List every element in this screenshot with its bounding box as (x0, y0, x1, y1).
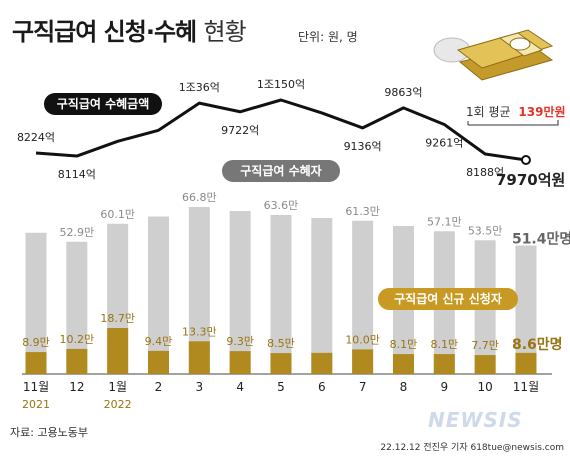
x-tick-label: 5 (277, 380, 285, 394)
new-applicants-bar (474, 355, 496, 374)
title-light: 현황 (203, 18, 246, 46)
legend-amount: 구직급여 수혜금액 (44, 93, 162, 115)
recipients-bar (66, 241, 88, 374)
recipients-bar (311, 218, 333, 374)
new-applicants-label: 8.1만 (430, 338, 458, 351)
amount-label: 7970억원 (496, 171, 565, 189)
legend-recipients-box (222, 160, 340, 182)
legend-new-text: 구직급여 신규 신청자 (394, 291, 502, 306)
new-applicants-bar (25, 352, 47, 374)
x-tick-label: 6 (318, 380, 326, 394)
x-tick-label: 10 (477, 380, 492, 394)
x-year-label: 2022 (104, 398, 132, 411)
x-tick-label: 2 (155, 380, 163, 394)
new-applicants-label: 13.3만 (182, 325, 217, 338)
new-applicants-label: 18.7만 (100, 312, 135, 325)
new-applicants-label: 8.9만 (22, 336, 50, 349)
new-applicants-bar (107, 328, 129, 374)
x-tick-label: 8 (400, 380, 408, 394)
average-callout: 1회 평균 139만원 (466, 104, 566, 126)
amount-label: 1조36억 (179, 81, 220, 94)
new-applicants-label: 7.7만 (471, 339, 499, 352)
amount-label: 1조150억 (257, 78, 305, 91)
callout-prefix: 1회 평균 (466, 105, 511, 119)
x-tick-label: 3 (195, 380, 203, 394)
money-stack-icon (433, 29, 554, 81)
new-applicants-bar (433, 354, 455, 374)
recipients-label: 51.4만명 (512, 231, 570, 248)
x-tick-label: 11월 (23, 380, 49, 394)
recipients-bar (25, 232, 47, 374)
coin (509, 37, 531, 51)
amount-label: 8188억 (466, 166, 504, 179)
recipients-label: 66.8만 (182, 191, 217, 204)
new-applicants-label: 10.2만 (60, 333, 95, 346)
recipients-bar (515, 245, 537, 374)
unit-label: 단위: 원, 명 (298, 30, 358, 44)
title: 구직급여 신청·수혜 현황 (12, 12, 247, 47)
amount-endpoint (520, 155, 531, 165)
source: 자료: 고용노동부 (10, 426, 89, 439)
callout-leader (468, 120, 559, 126)
new-applicants-bar (515, 352, 537, 374)
recipients-bar (352, 220, 374, 374)
recipients-label: 53.5만 (468, 224, 503, 237)
new-applicants-bar (311, 352, 333, 374)
new-applicants-label: 10.0만 (345, 333, 380, 346)
recipients-label: 63.6만 (264, 199, 299, 212)
new-applicants-bar (352, 349, 374, 374)
new-applicants-bar (392, 354, 414, 374)
recipients-label: 60.1만 (100, 208, 135, 221)
legend-new-applicants: 구직급여 신규 신청자 (378, 288, 518, 310)
callout-value: 139만원 (518, 104, 565, 119)
new-applicants-label: 9.3만 (226, 335, 254, 348)
new-applicants-bar (270, 353, 292, 374)
new-applicants-label: 8.1만 (390, 338, 418, 351)
amount-label: 8114억 (58, 168, 96, 181)
amount-label: 9863억 (384, 86, 422, 99)
recipients-bar (188, 207, 210, 374)
new-applicants-bar (147, 350, 169, 374)
title-bold: 구직급여 신청·수혜 (12, 18, 197, 46)
legend-recipients-text: 구직급여 수혜자 (240, 163, 321, 178)
recipients-bar (147, 216, 169, 374)
amount-line (35, 98, 527, 162)
callout-text: 1회 평균 139만원 (466, 104, 566, 119)
recipients-label: 52.9만 (60, 226, 95, 239)
x-tick-label: 4 (236, 380, 244, 394)
new-applicants-bar (66, 348, 88, 374)
recipients-bar (270, 215, 292, 374)
new-applicants-bar (229, 351, 251, 374)
x-tick-label: 11월 (513, 380, 539, 394)
amount-label: 8224억 (17, 131, 55, 144)
watermark: NEWSIS (428, 408, 523, 432)
x-tick-label: 12 (69, 380, 84, 394)
recipients-label: 61.3만 (345, 205, 380, 218)
amount-label: 9261억 (425, 136, 463, 149)
new-applicants-label: 8.5만 (267, 337, 295, 350)
amount-label: 9136억 (344, 140, 382, 153)
legend-new-box (378, 288, 518, 310)
x-tick-label: 9 (440, 380, 448, 394)
legend-amount-box (44, 93, 162, 115)
x-year-label: 2021 (22, 398, 50, 411)
recipients-bar (229, 211, 251, 374)
legend-recipients: 구직급여 수혜자 (222, 160, 340, 182)
x-tick-label: 7 (359, 380, 367, 394)
credit: 22.12.12 전진우 기자 618tue@newsis.com (380, 443, 564, 453)
recipients-label: 57.1만 (427, 215, 462, 228)
amount-label: 9722억 (221, 124, 259, 137)
new-applicants-label: 9.4만 (145, 335, 173, 348)
x-tick-label: 1월 (108, 380, 127, 394)
legend-amount-text: 구직급여 수혜금액 (57, 96, 150, 111)
new-applicants-bar (188, 341, 210, 374)
new-applicants-label: 8.6만명 (512, 336, 563, 353)
